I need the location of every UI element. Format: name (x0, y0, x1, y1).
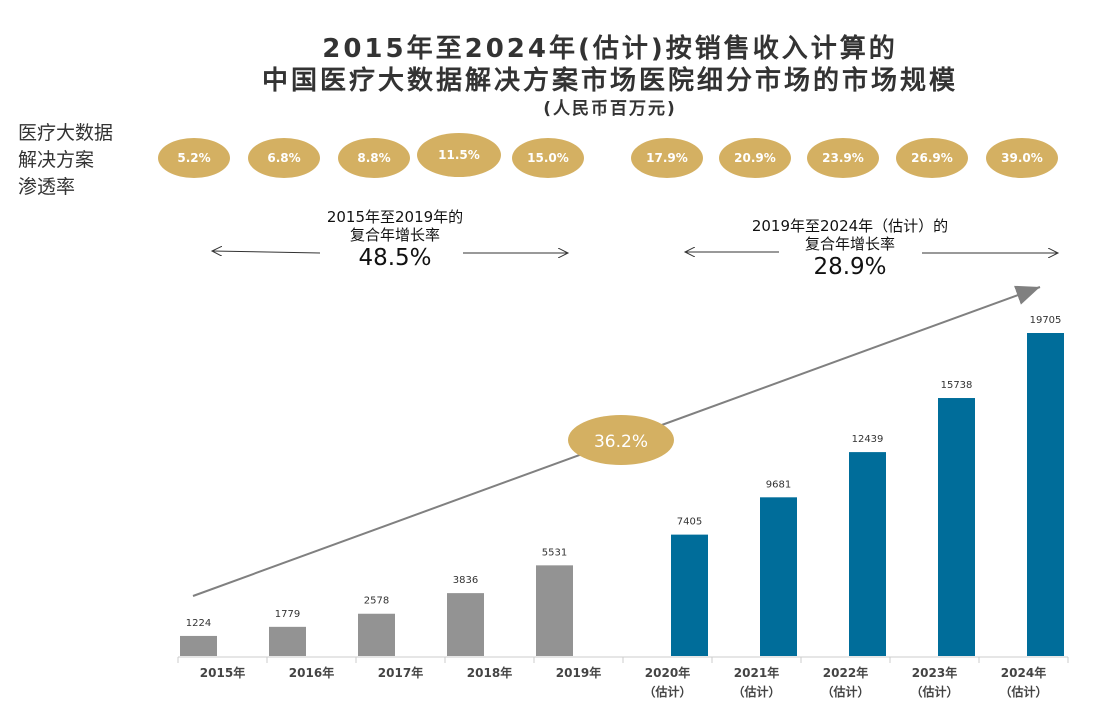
data-label: 1779 (275, 609, 300, 620)
data-label: 15738 (941, 380, 973, 391)
penetration-pill: 26.9% (896, 138, 968, 178)
data-label: 3836 (453, 575, 478, 586)
data-label: 9681 (766, 479, 791, 490)
x-tick-label: 2024年 (1001, 665, 1046, 680)
penetration-label: 医疗大数据 解决方案 渗透率 (18, 120, 113, 201)
data-label: 5531 (542, 547, 567, 558)
x-tick-label: 2021年 (734, 665, 779, 680)
chart-title-line1: 2015年至2024年(估计)按销售收入计算的 (322, 34, 898, 64)
chart-unit: (人民币百万元) (543, 99, 677, 119)
x-tick-label: 2018年 (467, 665, 512, 680)
cagr-value: 48.5% (358, 245, 432, 271)
x-tick-sublabel: （估计） (643, 684, 691, 699)
x-tick-label: 2016年 (289, 665, 334, 680)
bar (760, 497, 797, 656)
data-label: 12439 (852, 434, 884, 445)
penetration-pill: 39.0% (986, 138, 1058, 178)
x-tick-label: 2022年 (823, 665, 868, 680)
chart-title-line2: 中国医疗大数据解决方案市场医院细分市场的市场规模 (261, 66, 958, 96)
penetration-pill: 23.9% (807, 138, 879, 178)
cagr-label: 2019年至2024年（估计）的 (751, 217, 949, 235)
penetration-pill: 11.5% (417, 133, 501, 177)
bar (447, 593, 484, 656)
overall-cagr-value: 36.2% (594, 432, 648, 452)
penetration-label-line: 医疗大数据 (18, 122, 114, 144)
data-label: 1224 (186, 618, 211, 629)
cagr-value: 28.9% (813, 254, 887, 280)
penetration-pill: 6.8% (248, 138, 320, 178)
penetration-label-line: 解决方案 (18, 149, 95, 171)
x-tick-sublabel: （估计） (821, 684, 869, 699)
penetration-pill: 5.2% (158, 138, 230, 178)
cagr-2015-2019: 2015年至2019年的 复合年增长率 48.5% (300, 208, 490, 272)
x-tick-label: 2023年 (912, 665, 957, 680)
penetration-pill: 17.9% (631, 138, 703, 178)
x-tick-label: 2017年 (378, 665, 423, 680)
bar (849, 452, 886, 656)
x-tick-label: 2020年 (645, 665, 690, 680)
data-label: 7405 (677, 517, 702, 528)
bar (358, 613, 395, 656)
x-tick-label: 2015年 (200, 665, 245, 680)
cagr-label: 复合年增长率 (349, 226, 440, 244)
bar (180, 635, 217, 656)
cagr-label: 复合年增长率 (804, 235, 895, 253)
x-tick-sublabel: （估计） (732, 684, 780, 699)
data-label: 2578 (364, 596, 389, 607)
cagr-label: 2015年至2019年的 (326, 208, 464, 226)
bar (1027, 333, 1064, 656)
data-label: 19705 (1030, 315, 1062, 326)
x-tick-label: 2019年 (556, 665, 601, 680)
penetration-pill: 20.9% (719, 138, 791, 178)
bar (536, 565, 573, 656)
bar (671, 534, 708, 656)
x-tick-sublabel: （估计） (999, 684, 1047, 699)
penetration-pill: 15.0% (512, 138, 584, 178)
cagr-2019-2024: 2019年至2024年（估计）的 复合年增长率 28.9% (725, 217, 975, 281)
penetration-label-line: 渗透率 (18, 176, 76, 198)
penetration-pill: 8.8% (338, 138, 410, 178)
bar (938, 398, 975, 656)
cagr1-arrow-left (212, 251, 321, 253)
bar (269, 626, 306, 656)
x-tick-sublabel: （估计） (910, 684, 958, 699)
overall-cagr-bubble (568, 415, 674, 465)
